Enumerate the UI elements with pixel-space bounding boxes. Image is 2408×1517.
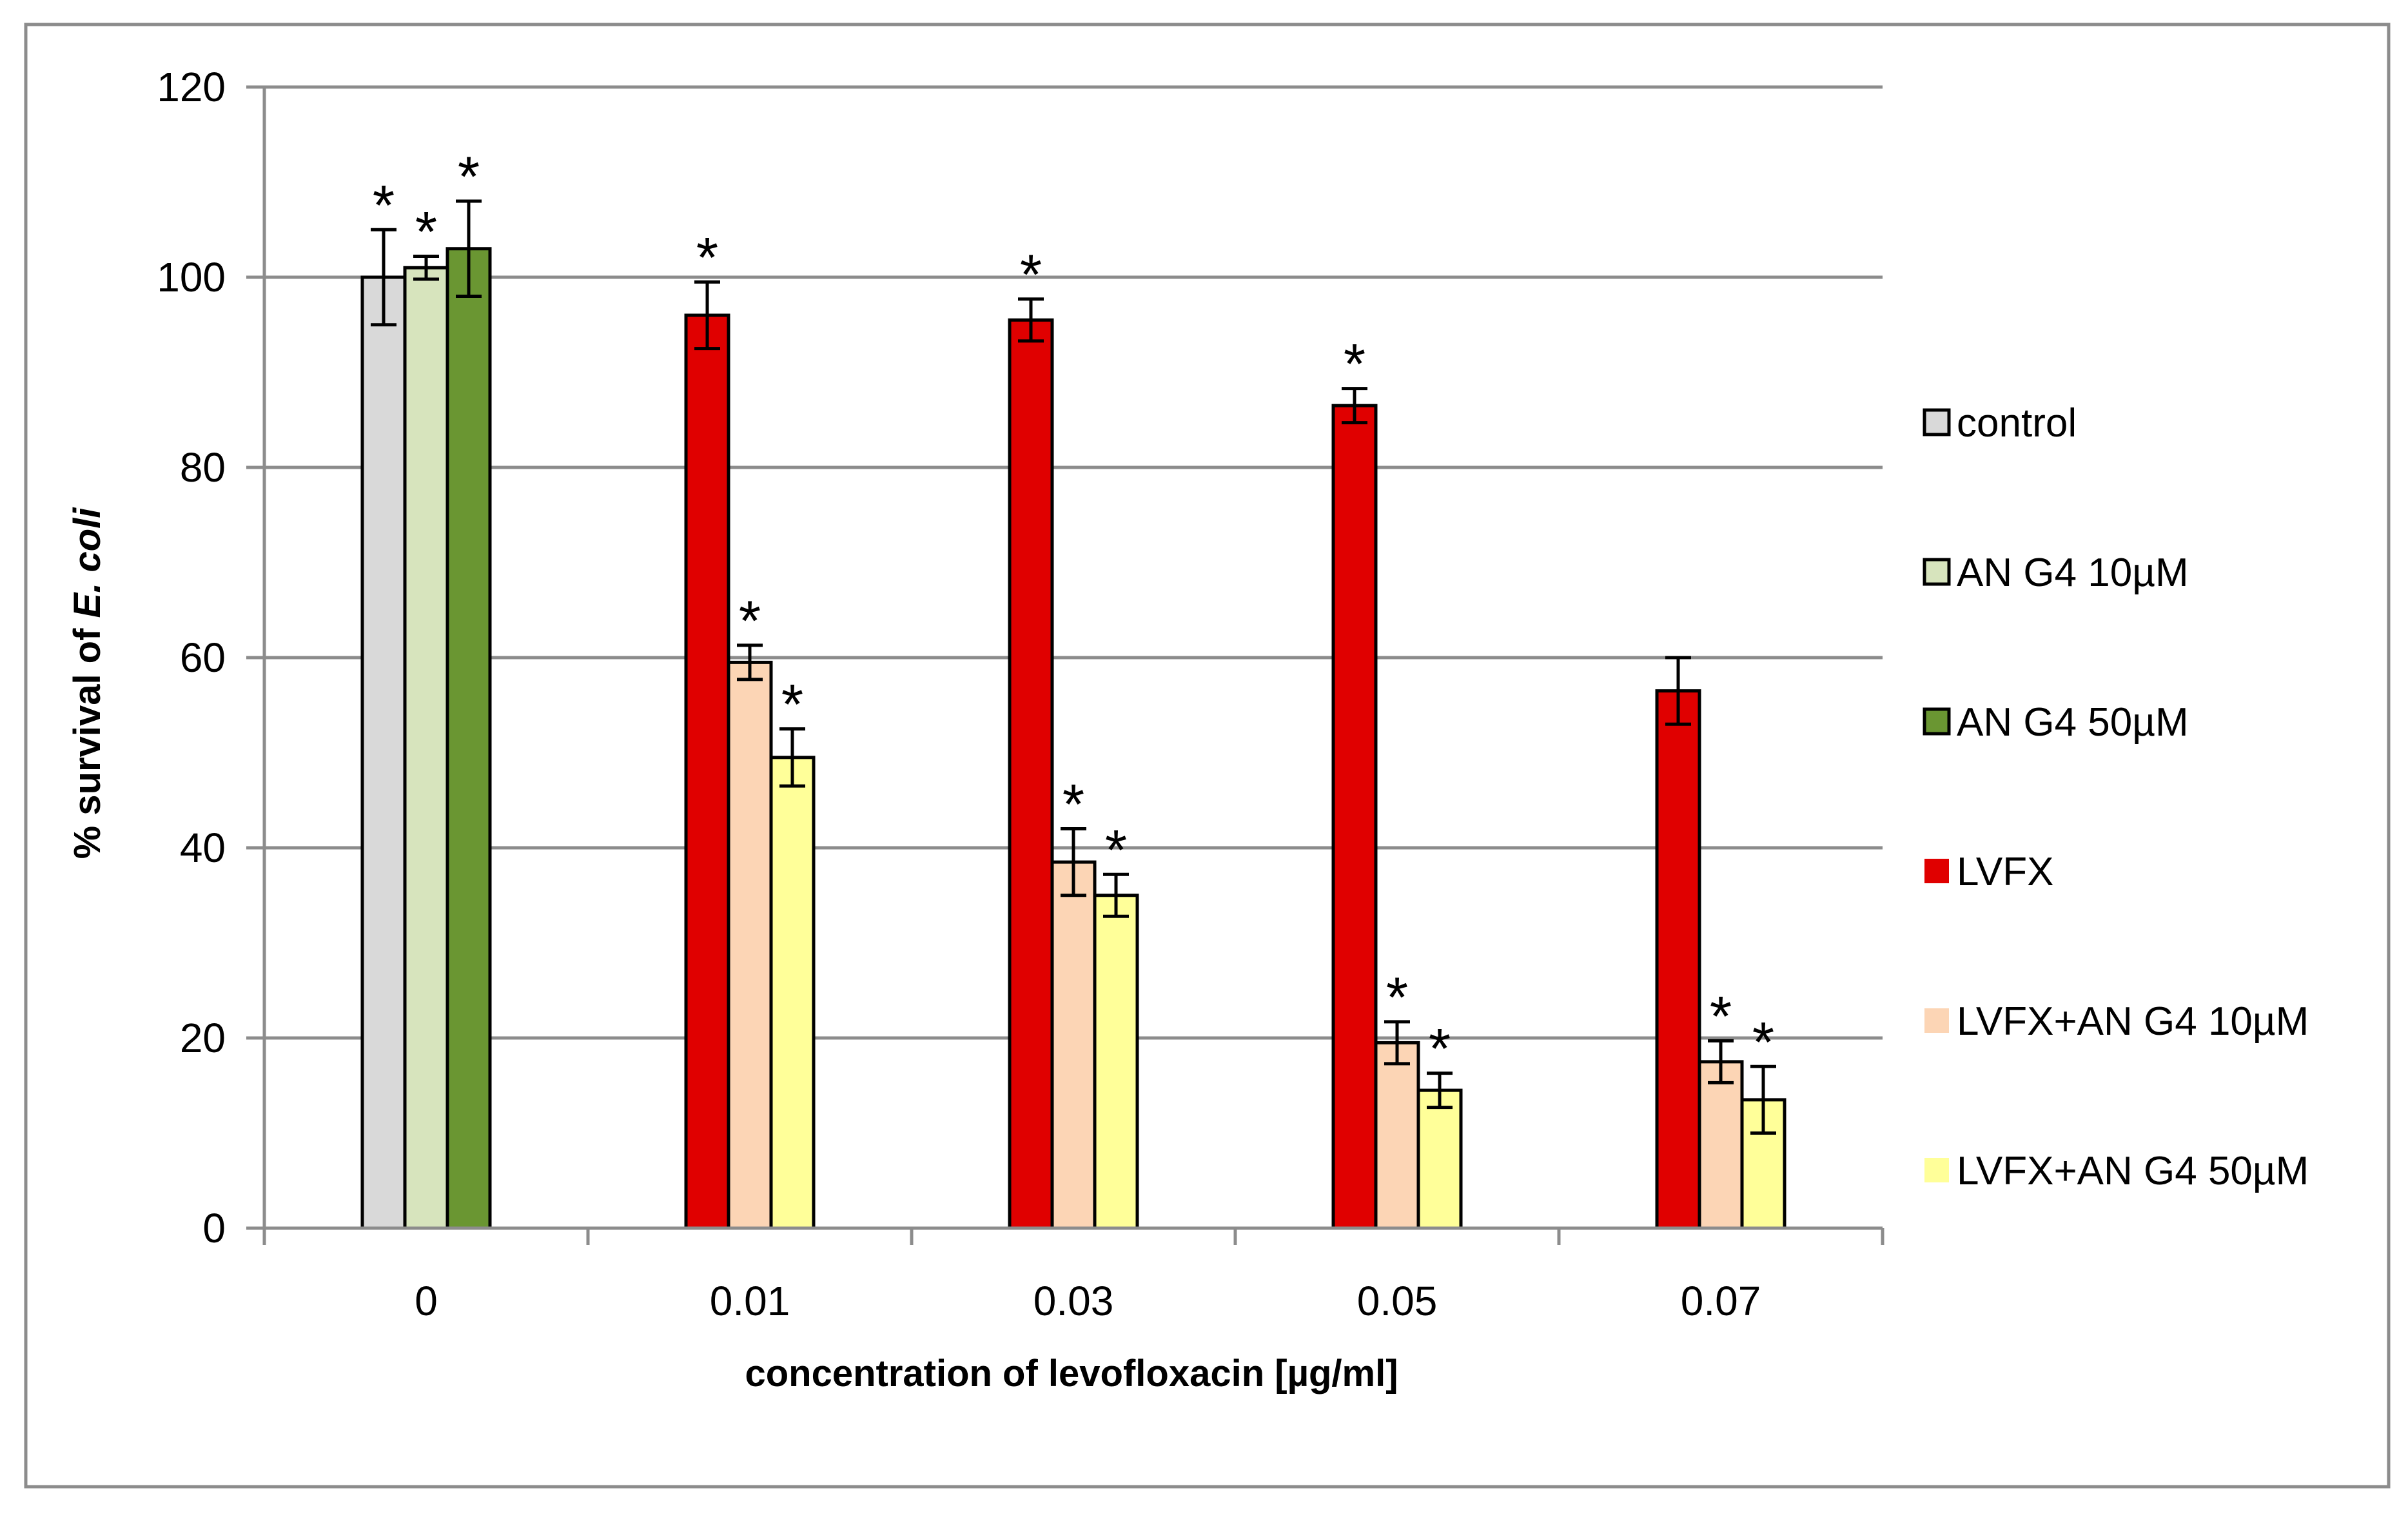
significance-star: * [1344, 332, 1366, 396]
significance-star: * [1020, 242, 1042, 306]
bar-LVFX+AN G4 50µM-0.01 [769, 756, 816, 1230]
bar-LVFX+AN G4 50µM-0.03 [1093, 894, 1139, 1230]
y-axis-title-prefix: % survival of [66, 618, 108, 859]
y-tick-label: 80 [180, 444, 226, 491]
significance-star: * [415, 200, 437, 264]
significance-star: * [696, 225, 718, 289]
bar-LVFX+AN G4 50µM-0.05 [1416, 1088, 1463, 1230]
legend-swatch-LVFX+AN G4 10µM [1924, 1008, 1949, 1033]
legend-swatch-AN G4 10µM [1923, 558, 1951, 586]
legend-swatch-LVFX [1924, 859, 1949, 883]
x-tick-label-0.07: 0.07 [1681, 1278, 1761, 1324]
x-tick-label-0.05: 0.05 [1357, 1278, 1438, 1324]
bar-LVFX-0.03 [1008, 318, 1054, 1230]
bar-control-0 [360, 275, 407, 1230]
bar-AN G4 50µM-0 [445, 247, 492, 1230]
legend: control AN G4 10µM AN G4 50µM LVFX LVFX+AN G… [1923, 401, 2309, 1193]
legend-label-AN G4 10µM: AN G4 10µM [1957, 551, 2189, 595]
bar-LVFX-0.07 [1655, 689, 1701, 1230]
y-axis-title: % survival of E. coli [66, 507, 108, 859]
y-tick-label: 120 [157, 64, 226, 110]
legend-label-LVFX: LVFX [1957, 850, 2053, 894]
x-axis-title: concentration of levofloxacin [µg/ml] [745, 1353, 1398, 1395]
y-axis-title-organism: E. coli [66, 507, 108, 618]
significance-star: * [1386, 965, 1408, 1029]
significance-star: * [1752, 1010, 1774, 1073]
significance-star: * [739, 589, 761, 652]
legend-label-LVFX+AN G4 50µM: LVFX+AN G4 50µM [1957, 1149, 2309, 1193]
legend-swatch-LVFX+AN G4 50µM [1924, 1158, 1949, 1182]
x-tick-label-0: 0 [415, 1278, 438, 1324]
y-tick-label: 40 [180, 825, 226, 871]
bar-LVFX-0.01 [684, 313, 730, 1230]
legend-label-control: control [1957, 401, 2077, 445]
x-tick-label-0.01: 0.01 [710, 1278, 790, 1324]
legend-label-AN G4 50µM: AN G4 50µM [1957, 700, 2189, 745]
gridlines [264, 85, 1883, 1040]
y-tick-label: 0 [202, 1205, 226, 1251]
bar-LVFX+AN G4 10µM-0.05 [1374, 1041, 1420, 1230]
y-tick-label: 100 [157, 254, 226, 300]
significance-markers: * * * * * * * * * * * * * * [373, 144, 1774, 1081]
error-bars [371, 199, 1776, 1135]
significance-star: * [458, 144, 480, 208]
bar-LVFX+AN G4 10µM-0.07 [1698, 1060, 1744, 1230]
significance-star: * [1105, 817, 1127, 881]
significance-star: * [373, 173, 395, 237]
significance-star: * [1710, 984, 1732, 1048]
bar-AN G4 10µM-0 [403, 266, 449, 1230]
axes: 0 20 40 60 80 100 120 0 0.01 0.03 0.05 0.07 [157, 64, 1884, 1324]
legend-label-LVFX+AN G4 10µM: LVFX+AN G4 10µM [1957, 999, 2309, 1044]
significance-star: * [1429, 1017, 1451, 1081]
bar-LVFX-0.05 [1331, 404, 1378, 1230]
bar-LVFX+AN G4 10µM-0.01 [727, 660, 773, 1230]
legend-swatch-control [1923, 408, 1951, 436]
y-tick-label: 20 [180, 1015, 226, 1061]
legend-swatch-AN G4 50µM [1923, 707, 1951, 736]
x-tick-label-0.03: 0.03 [1033, 1278, 1114, 1324]
y-tick-label: 60 [180, 634, 226, 681]
significance-star: * [1062, 772, 1084, 836]
significance-star: * [781, 672, 803, 736]
bar-LVFX+AN G4 10µM-0.03 [1050, 860, 1097, 1230]
